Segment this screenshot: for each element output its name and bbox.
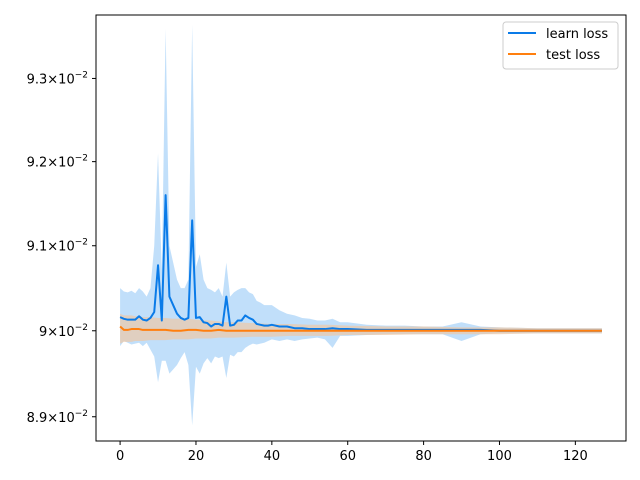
x-tick-label: 0 (116, 449, 124, 464)
x-tick-label: 120 (563, 449, 588, 464)
x-tick-label: 40 (264, 449, 281, 464)
legend-label-learn-loss: learn loss (546, 27, 608, 42)
y-axis-ticks: 8.9×10−2 9×10−2 9.1×10−2 9.2×10−2 9.3×10−2 (27, 70, 96, 426)
confidence-bands (120, 24, 602, 426)
x-tick-label: 60 (339, 449, 356, 464)
x-axis-ticks: 0 20 40 60 80 100 120 (116, 441, 588, 464)
x-tick-label: 80 (415, 449, 432, 464)
x-tick-label: 20 (188, 449, 205, 464)
y-tick-label: 9.2×10−2 (27, 154, 88, 171)
test-loss-band (120, 313, 602, 344)
series-lines (119, 194, 602, 332)
y-tick-label: 8.9×10−2 (27, 409, 88, 426)
legend: learn loss test loss (502, 21, 619, 70)
plot-frame (95, 14, 627, 442)
y-tick-label: 9×10−2 (39, 323, 88, 340)
test-loss-line (119, 325, 602, 332)
x-tick-label: 100 (487, 449, 512, 464)
y-tick-label: 9.1×10−2 (27, 238, 88, 255)
legend-label-test-loss: test loss (546, 48, 600, 63)
y-tick-label: 9.3×10−2 (27, 70, 88, 87)
